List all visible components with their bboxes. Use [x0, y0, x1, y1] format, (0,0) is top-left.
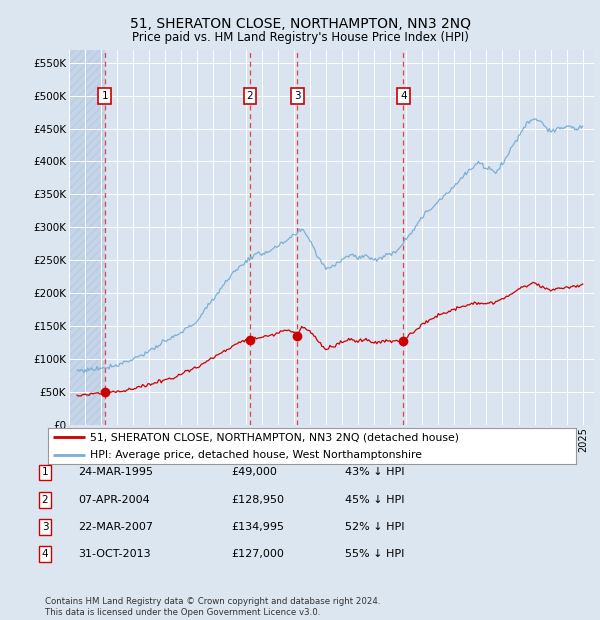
Text: £134,995: £134,995: [231, 522, 284, 532]
Text: 2: 2: [41, 495, 49, 505]
Text: £49,000: £49,000: [231, 467, 277, 477]
Text: 1: 1: [101, 91, 108, 100]
Text: 45% ↓ HPI: 45% ↓ HPI: [345, 495, 404, 505]
Bar: [69, 50, 105, 425]
Text: £128,950: £128,950: [231, 495, 284, 505]
Text: 51, SHERATON CLOSE, NORTHAMPTON, NN3 2NQ (detached house): 51, SHERATON CLOSE, NORTHAMPTON, NN3 2NQ…: [90, 432, 459, 442]
Text: £127,000: £127,000: [231, 549, 284, 559]
Text: Price paid vs. HM Land Registry's House Price Index (HPI): Price paid vs. HM Land Registry's House …: [131, 31, 469, 44]
Text: 2: 2: [247, 91, 253, 100]
Text: 1: 1: [41, 467, 49, 477]
Text: 07-APR-2004: 07-APR-2004: [78, 495, 150, 505]
Text: 43% ↓ HPI: 43% ↓ HPI: [345, 467, 404, 477]
Text: 31-OCT-2013: 31-OCT-2013: [78, 549, 151, 559]
Text: 3: 3: [294, 91, 301, 100]
Text: 52% ↓ HPI: 52% ↓ HPI: [345, 522, 404, 532]
Text: 4: 4: [41, 549, 49, 559]
Text: 22-MAR-2007: 22-MAR-2007: [78, 522, 153, 532]
Text: 4: 4: [400, 91, 407, 100]
Text: 55% ↓ HPI: 55% ↓ HPI: [345, 549, 404, 559]
Text: 3: 3: [41, 522, 49, 532]
Text: 51, SHERATON CLOSE, NORTHAMPTON, NN3 2NQ: 51, SHERATON CLOSE, NORTHAMPTON, NN3 2NQ: [130, 17, 470, 32]
Text: 24-MAR-1995: 24-MAR-1995: [78, 467, 153, 477]
Text: HPI: Average price, detached house, West Northamptonshire: HPI: Average price, detached house, West…: [90, 450, 422, 460]
Text: Contains HM Land Registry data © Crown copyright and database right 2024.
This d: Contains HM Land Registry data © Crown c…: [45, 598, 380, 617]
